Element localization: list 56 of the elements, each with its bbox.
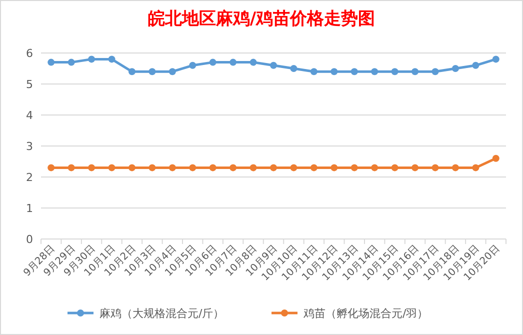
point (371, 68, 378, 76)
y-tick-label: 4 (26, 109, 33, 122)
point (432, 68, 439, 76)
point (230, 164, 237, 172)
y-tick-label: 5 (26, 78, 33, 91)
point (209, 58, 216, 66)
point (472, 62, 480, 69)
point (189, 62, 196, 69)
point (452, 164, 459, 172)
point (48, 164, 55, 172)
y-tick-label: 1 (26, 202, 33, 215)
point (88, 164, 96, 172)
point (310, 164, 318, 172)
y-tick-label: 0 (26, 233, 33, 246)
point (48, 58, 55, 66)
y-tick-label: 3 (26, 140, 33, 153)
point (68, 164, 75, 172)
point (128, 164, 136, 172)
point (310, 68, 318, 76)
point (412, 164, 419, 172)
point (391, 164, 398, 172)
point (230, 58, 237, 66)
point (371, 164, 378, 172)
point (148, 68, 156, 76)
y-tick-label: 2 (26, 171, 33, 184)
y-tick-label: 6 (26, 47, 33, 60)
point (108, 56, 116, 63)
point (330, 68, 338, 76)
chart-title: 皖北地区麻鸡/鸡苗价格走势图 (148, 9, 376, 29)
point (148, 164, 156, 172)
point (290, 65, 298, 72)
point (209, 164, 216, 172)
point (270, 62, 277, 69)
point (330, 164, 338, 172)
point (350, 164, 358, 172)
point (472, 164, 480, 172)
point (108, 164, 116, 172)
point (168, 164, 176, 172)
point (189, 164, 196, 172)
point (270, 164, 277, 172)
point (412, 68, 419, 76)
point (168, 68, 176, 76)
point (492, 154, 500, 162)
point (250, 164, 257, 172)
point (391, 68, 398, 76)
point (88, 56, 96, 63)
legend-label: 鸡苗（孵化场混合元/羽） (302, 307, 428, 320)
point (350, 68, 358, 76)
point (68, 58, 75, 66)
point (432, 164, 439, 172)
legend-label: 麻鸡（大规格混合元/斤） (100, 307, 224, 320)
point (128, 68, 136, 76)
point (290, 164, 298, 172)
point (492, 56, 500, 63)
point (250, 58, 257, 66)
point (452, 65, 459, 72)
